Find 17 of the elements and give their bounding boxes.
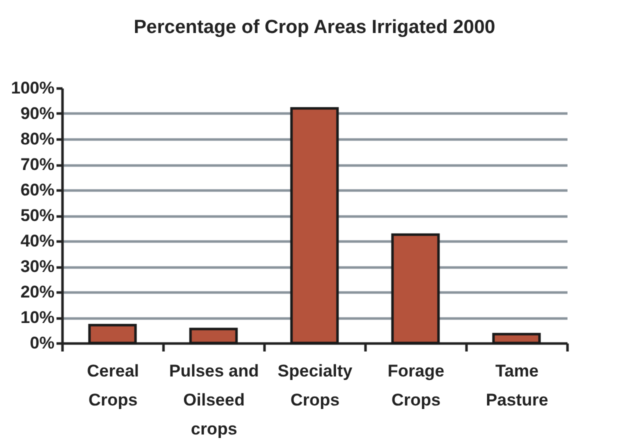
x-tick-label: Forage Crops [388,362,444,410]
y-tick-label: 70% [20,155,54,174]
y-tick-label: 60% [20,180,54,200]
x-tick-label: Tame Pasture [486,362,548,410]
y-tick-label: 40% [20,232,54,250]
y-tick-label: 0% [30,334,54,352]
y-tick-label: 10% [20,308,54,327]
y-tick-label: 90% [20,104,54,123]
y-tick-label: 100% [11,78,54,98]
chart-title: Percentage of Crop Areas Irrigated 2000 [134,17,496,38]
y-tick-label: 50% [20,206,54,225]
y-tick-label: 80% [20,130,54,148]
y-tick-label: 30% [20,257,54,276]
y-tick-label: 20% [20,282,54,302]
x-tick-label: Cereal Crops [87,362,139,410]
x-tick-label: Pulses and Oilseed crops [169,362,259,438]
x-tick-label: Specialty Crops [278,362,353,410]
